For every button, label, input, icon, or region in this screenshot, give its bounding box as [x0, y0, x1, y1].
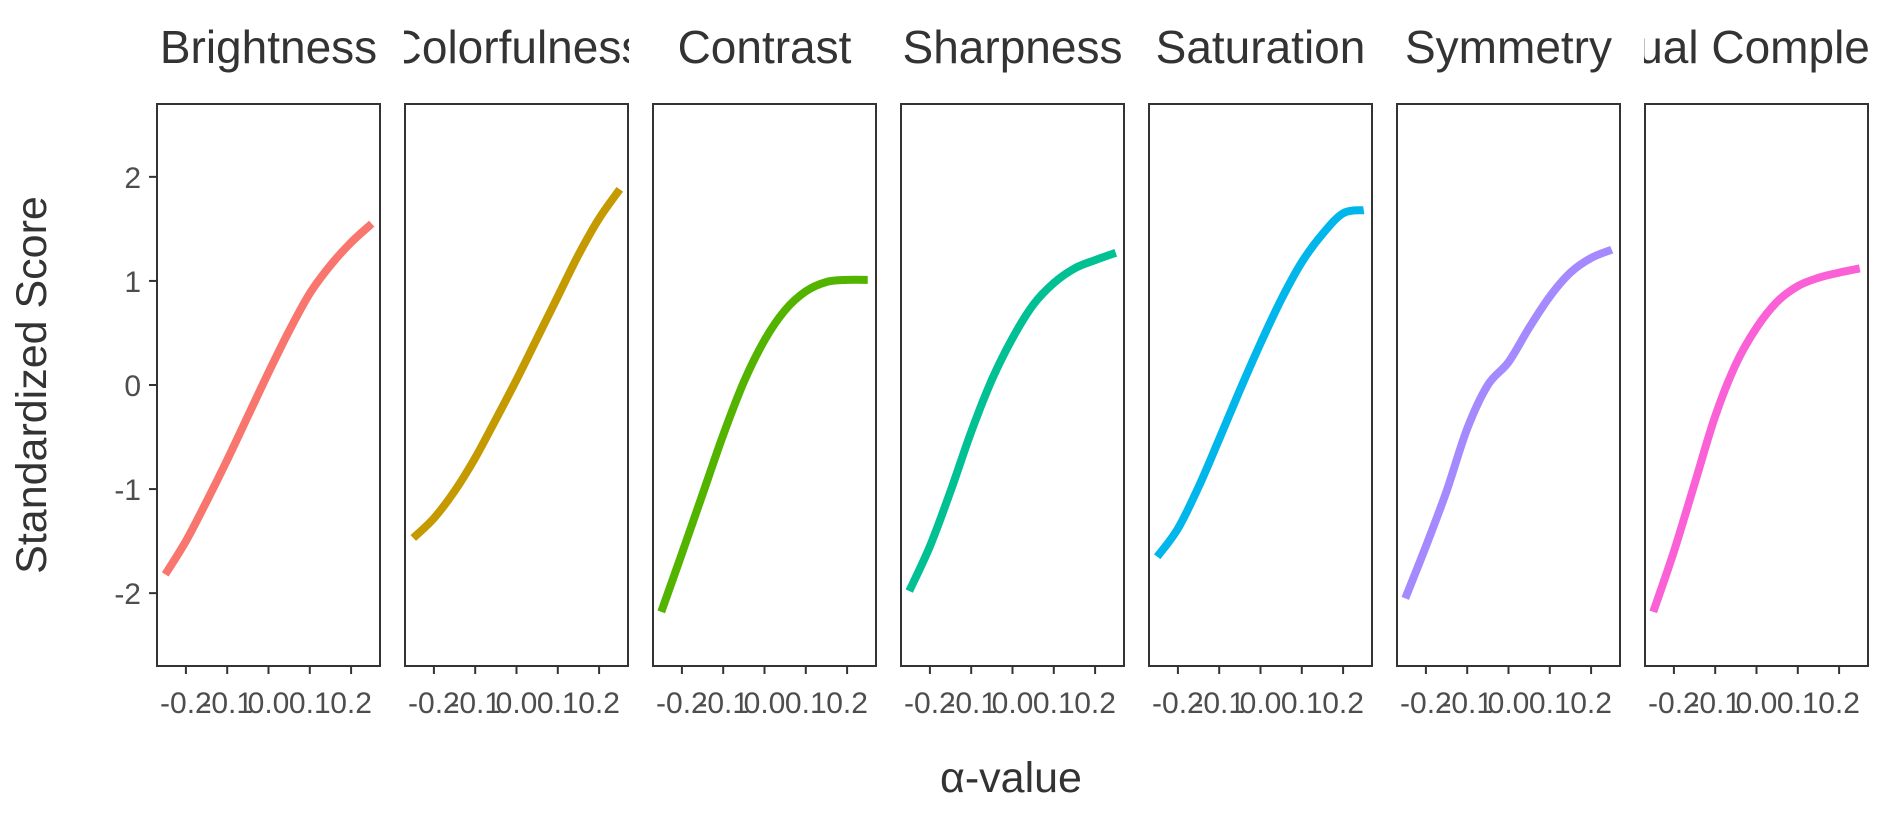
x-tick-label: -0.1: [201, 687, 253, 720]
y-axis-title: Standardized Score: [8, 196, 56, 574]
facet-title: Brightness: [160, 21, 377, 73]
facet-panel: Symmetry -0.2-0.10.0 0.1 0.2: [1396, 21, 1621, 720]
facet-panels: Brightness-0.2-0.10.0 0.1 0.2Colorfulness-…: [156, 21, 1889, 720]
x-tick-label: -0.1: [1193, 687, 1245, 720]
y-tick-label: 2: [124, 162, 141, 195]
facet-panel: Contrast -0.2-0.10.0 0.1 0.2: [652, 21, 877, 720]
panel-border: [156, 103, 381, 667]
x-tick-label: 0.2: [1074, 687, 1116, 720]
series-line: [657, 275, 868, 614]
x-tick-label: 0.1: [1777, 687, 1819, 720]
x-tick-label: 0.0: [248, 687, 290, 720]
x-tick-label: -0.1: [945, 687, 997, 720]
x-tick-label: -0.1: [1441, 687, 1493, 720]
facet-panel: Brightness -0.2-0.10.0 0.1 0.2: [156, 21, 381, 720]
facet-title: Colorfulness: [389, 21, 645, 73]
x-tick-label: -0.2: [160, 687, 212, 720]
facet-panel: Saturation -0.2-0.10.0 0.1 0.2: [1148, 21, 1373, 720]
x-tick-label: 0.1: [1281, 687, 1323, 720]
x-tick-label: -0.1: [449, 687, 501, 720]
x-tick-label: 0.2: [1818, 687, 1860, 720]
x-tick-label: 0.0: [1488, 687, 1530, 720]
x-tick-label: 0.1: [785, 687, 827, 720]
x-tick-label: 0.1: [1033, 687, 1075, 720]
series-line: [1401, 245, 1614, 600]
x-tick-label: -0.2: [1400, 687, 1452, 720]
x-tick-label: 0.0: [1240, 687, 1282, 720]
x-tick-label: -0.2: [408, 687, 460, 720]
series-line: [161, 220, 375, 577]
y-tick-label: -1: [114, 474, 141, 507]
series-line: [410, 187, 624, 541]
x-axis-title: α-value: [940, 754, 1082, 802]
x-tick-label: 0.2: [578, 687, 620, 720]
x-tick-label: -0.1: [1689, 687, 1741, 720]
x-tick-label: -0.2: [904, 687, 956, 720]
x-tick-label: -0.2: [656, 687, 708, 720]
facet-panel: Sharpness -0.2-0.10.0 0.1 0.2: [900, 21, 1125, 720]
facet-panel: Colorfulness -0.2-0.10.0 0.1 0.2: [389, 21, 645, 720]
panel-border: [1148, 103, 1373, 667]
series-line: [905, 249, 1118, 593]
panel-border: [1396, 103, 1621, 667]
facet-title: Contrast: [678, 21, 852, 73]
x-tick-label: 0.2: [826, 687, 868, 720]
facet-title: Symmetry: [1405, 21, 1612, 73]
x-tick-label: 0.1: [537, 687, 579, 720]
x-tick-label: 0.2: [1570, 687, 1612, 720]
x-tick-label: 0.1: [289, 687, 331, 720]
panel-border: [1644, 103, 1869, 667]
series-line: [1649, 264, 1861, 614]
x-tick-label: 0.1: [1529, 687, 1571, 720]
y-tick-label: 0: [124, 370, 141, 403]
x-tick-label: 0.2: [1322, 687, 1364, 720]
x-tick-label: 0.0: [992, 687, 1034, 720]
facet-panel: Visual Complexity -0.2-0.10.00.10.2: [1574, 21, 1889, 720]
facet-title: Saturation: [1156, 21, 1366, 73]
x-tick-label: 0.0: [1736, 687, 1778, 720]
facet-title: Visual Complexity: [1574, 21, 1889, 73]
y-tick-label: -2: [114, 578, 141, 611]
x-tick-label: -0.1: [697, 687, 749, 720]
y-tick-label: 1: [124, 266, 141, 299]
x-tick-label: -0.2: [1648, 687, 1700, 720]
x-tick-label: 0.0: [496, 687, 538, 720]
y-axis: 2 1 0 -1 -2: [114, 162, 157, 611]
facet-title: Sharpness: [903, 21, 1123, 73]
panel-border: [900, 103, 1125, 667]
x-tick-label: 0.0: [744, 687, 786, 720]
panel-border: [652, 103, 877, 667]
series-line: [1154, 206, 1365, 560]
x-tick-label: -0.2: [1152, 687, 1204, 720]
x-tick-label: 0.2: [330, 687, 372, 720]
